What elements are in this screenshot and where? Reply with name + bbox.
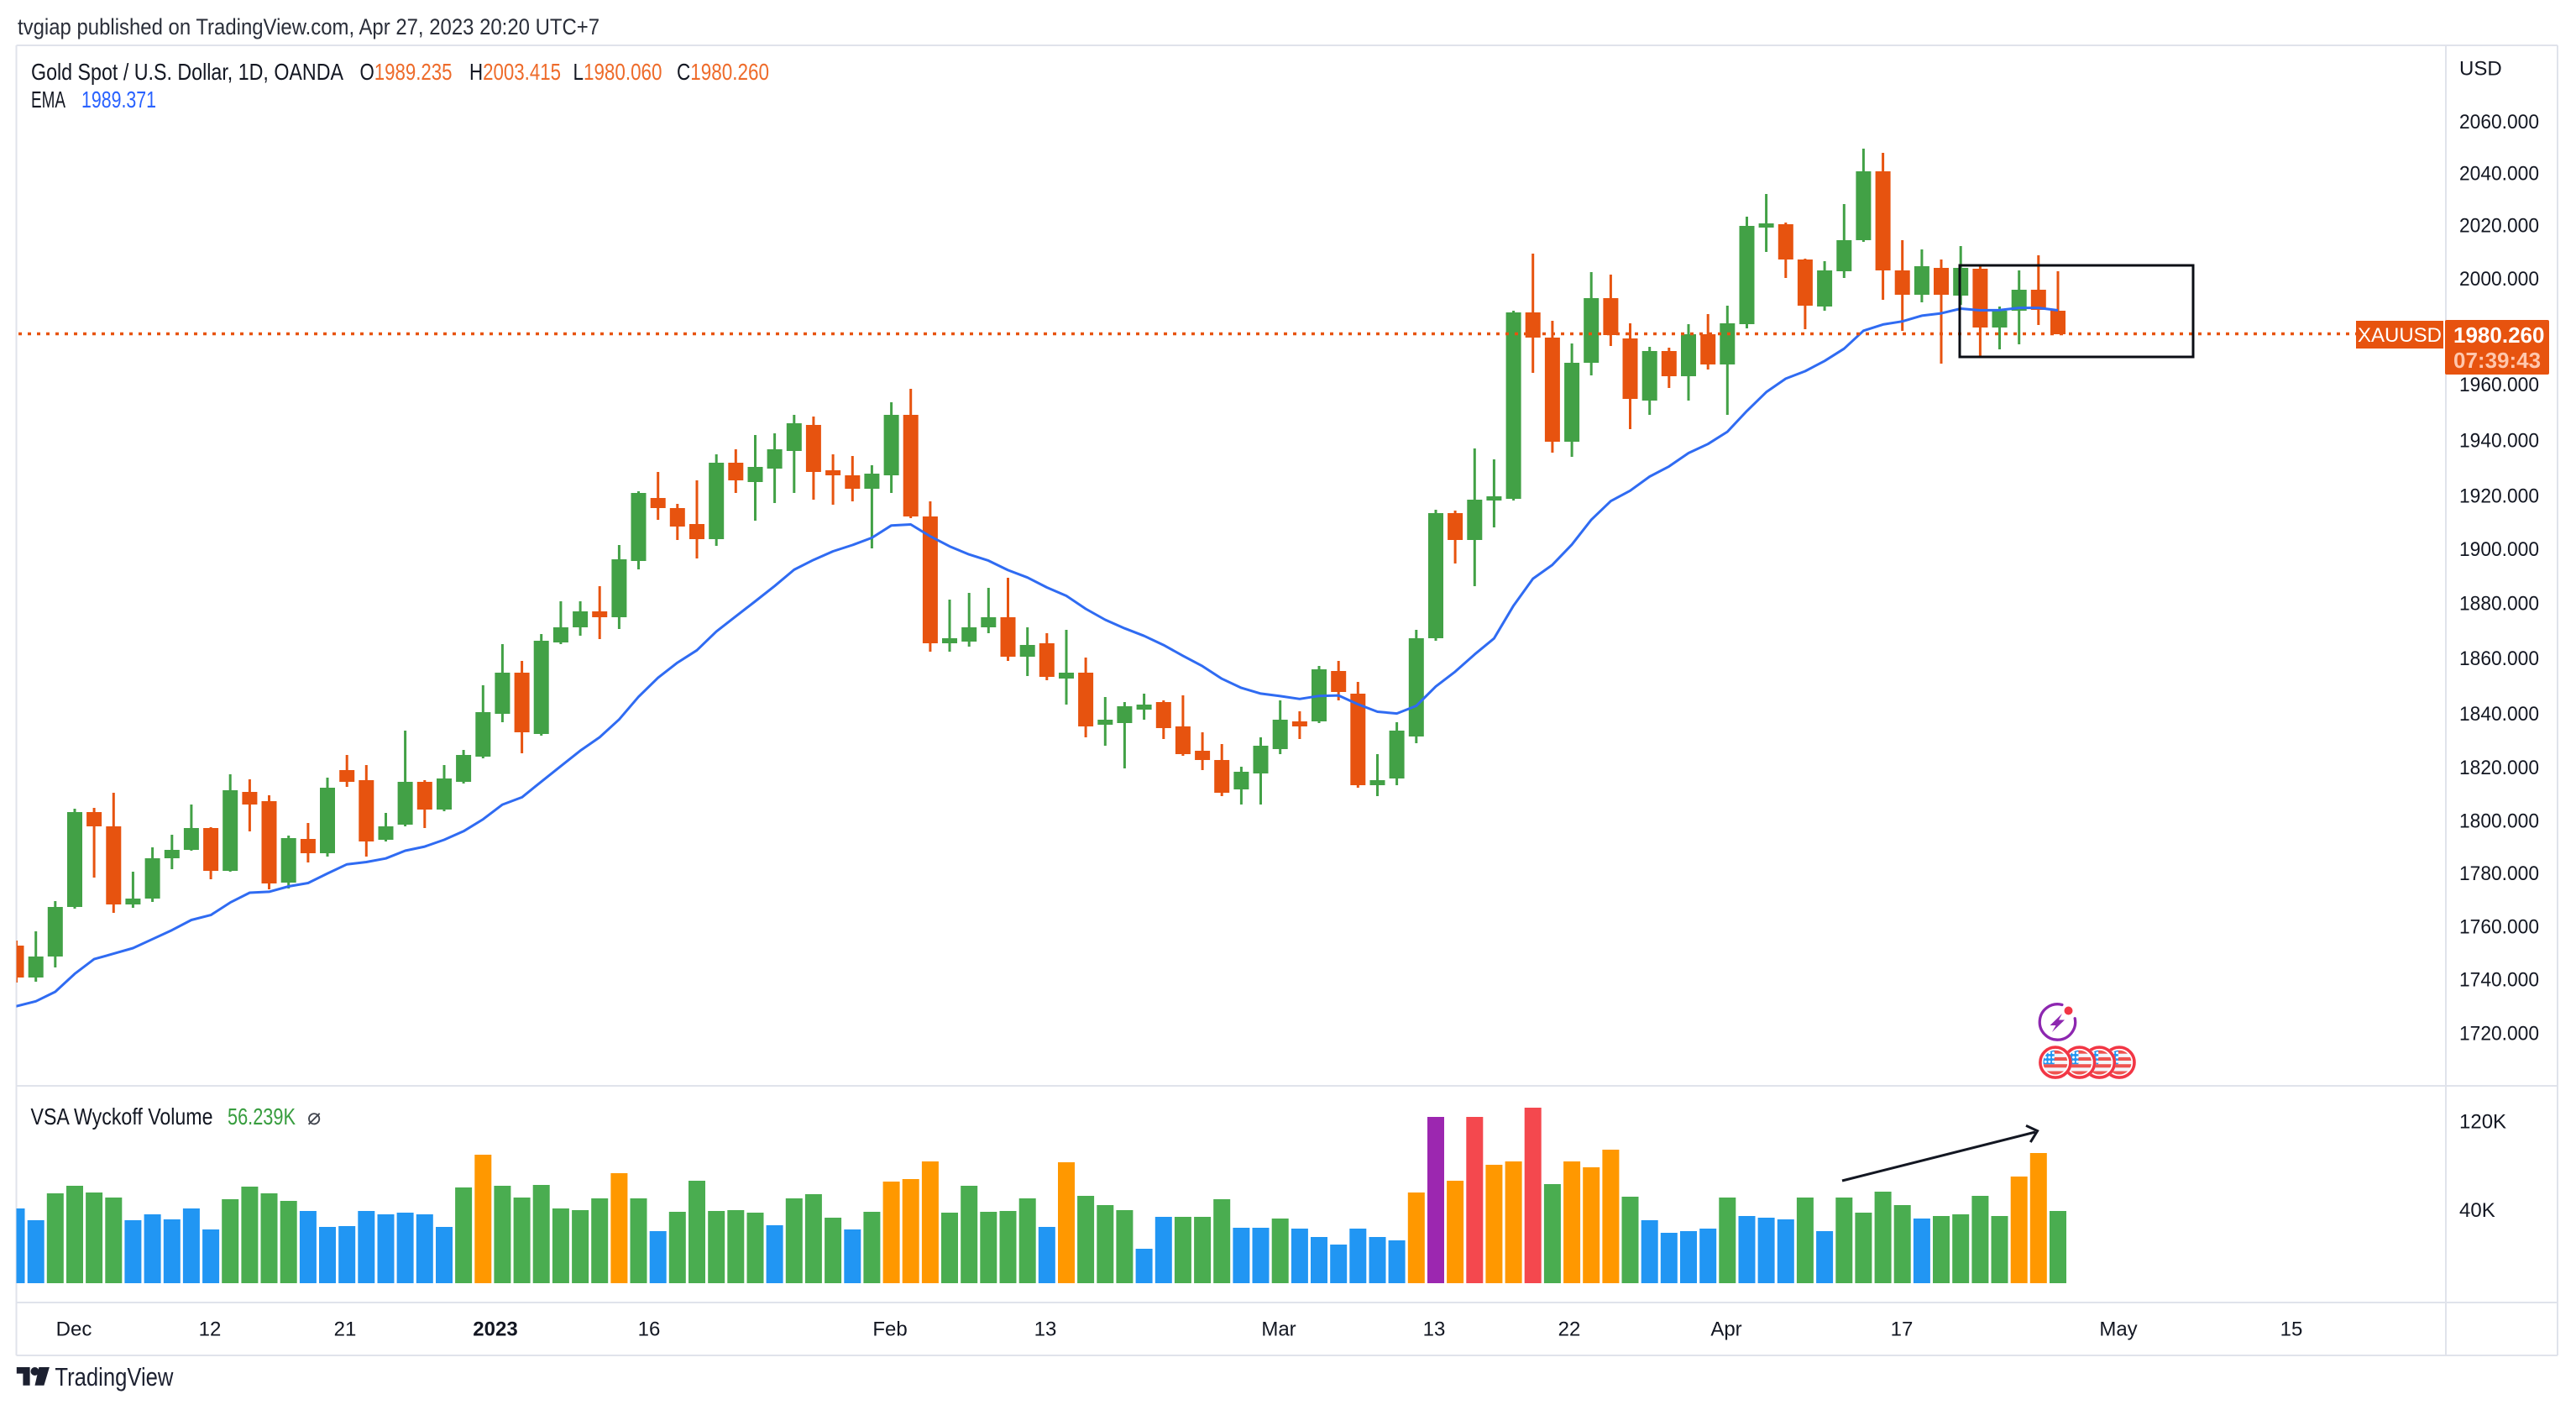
svg-text:1880.000: 1880.000: [2459, 593, 2539, 616]
svg-text:Gold Spot / U.S. Dollar, 1D, O: Gold Spot / U.S. Dollar, 1D, OANDA: [31, 59, 343, 85]
svg-text:⌀: ⌀: [307, 1104, 321, 1130]
svg-text:May: May: [2099, 1318, 2137, 1341]
svg-text:120K: 120K: [2459, 1111, 2506, 1134]
svg-text:1760.000: 1760.000: [2459, 916, 2539, 939]
svg-text:1820.000: 1820.000: [2459, 757, 2539, 779]
svg-text:22: 22: [1558, 1318, 1581, 1341]
svg-text:2000.000: 2000.000: [2459, 268, 2539, 291]
svg-text:Dec: Dec: [56, 1318, 92, 1341]
svg-text:07:39:43: 07:39:43: [2453, 348, 2541, 373]
svg-text:Feb: Feb: [872, 1318, 907, 1341]
svg-text:1720.000: 1720.000: [2459, 1023, 2539, 1046]
svg-text:15: 15: [2280, 1318, 2303, 1341]
svg-text:13: 13: [1423, 1318, 1446, 1341]
svg-text:XAUUSD: XAUUSD: [2358, 324, 2442, 347]
svg-text:2040.000: 2040.000: [2459, 163, 2539, 186]
svg-text:1980.260: 1980.260: [2453, 322, 2544, 348]
svg-text:13: 13: [1034, 1318, 1057, 1341]
svg-text:2023: 2023: [473, 1318, 517, 1341]
svg-text:USD: USD: [2459, 57, 2502, 80]
svg-text:2060.000: 2060.000: [2459, 111, 2539, 134]
svg-text:tvgiap published on TradingVie: tvgiap published on TradingView.com, Apr…: [18, 14, 599, 39]
svg-text:1860.000: 1860.000: [2459, 647, 2539, 670]
svg-text:17: 17: [1891, 1318, 1914, 1341]
svg-text:O1989.235: O1989.235: [360, 59, 453, 85]
svg-text:L1980.060: L1980.060: [573, 59, 662, 85]
svg-text:56.239K: 56.239K: [228, 1103, 296, 1130]
svg-text:2020.000: 2020.000: [2459, 215, 2539, 238]
svg-text:12: 12: [199, 1318, 222, 1341]
svg-text:TradingView: TradingView: [55, 1362, 174, 1392]
svg-text:1900.000: 1900.000: [2459, 538, 2539, 561]
svg-text:40K: 40K: [2459, 1199, 2495, 1222]
svg-text:H2003.415: H2003.415: [469, 59, 561, 85]
svg-text:1780.000: 1780.000: [2459, 862, 2539, 885]
svg-text:1960.000: 1960.000: [2459, 374, 2539, 396]
svg-text:Mar: Mar: [1261, 1318, 1296, 1341]
svg-text:1800.000: 1800.000: [2459, 810, 2539, 833]
svg-text:Apr: Apr: [1710, 1318, 1741, 1341]
svg-text:1740.000: 1740.000: [2459, 969, 2539, 992]
svg-text:1840.000: 1840.000: [2459, 703, 2539, 726]
svg-text:21: 21: [334, 1318, 357, 1341]
svg-text:16: 16: [638, 1318, 661, 1341]
svg-text:1920.000: 1920.000: [2459, 485, 2539, 508]
svg-text:VSA Wyckoff Volume: VSA Wyckoff Volume: [31, 1103, 213, 1130]
svg-text:EMA: EMA: [31, 86, 65, 113]
svg-text:C1980.260: C1980.260: [677, 59, 769, 85]
svg-text:1940.000: 1940.000: [2459, 430, 2539, 453]
svg-text:1989.371: 1989.371: [81, 86, 156, 113]
